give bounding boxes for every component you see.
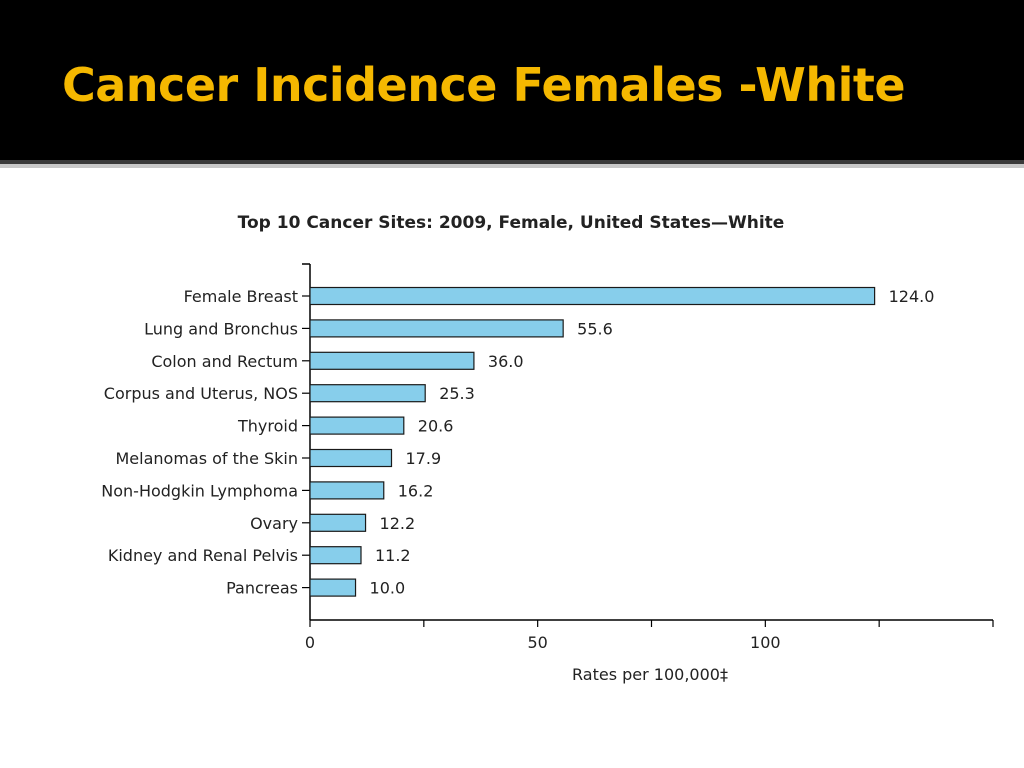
x-tick-label: 100 (750, 633, 781, 652)
bar (309, 513, 367, 532)
bar (309, 481, 385, 500)
value-label: 12.2 (380, 514, 416, 533)
header-divider-shadow (0, 164, 1024, 168)
x-tick-label: 0 (305, 633, 315, 652)
category-label: Colon and Rectum (151, 352, 298, 371)
category-label: Melanomas of the Skin (116, 449, 299, 468)
bar (309, 416, 405, 435)
bar (309, 286, 876, 306)
chart-marks: 0 50 100 Female Breast 124.0 Lung and Bronchu… (101, 263, 994, 652)
category-label: Corpus and Uterus, NOS (104, 384, 298, 403)
value-label: 55.6 (577, 319, 613, 338)
x-tick-label: 50 (527, 633, 547, 652)
x-axis-label: Rates per 100,000‡ (572, 665, 728, 684)
slide-title: Cancer Incidence Females -White (62, 58, 906, 112)
slide-header: Cancer Incidence Females -White (0, 0, 1024, 160)
bar (309, 319, 564, 338)
value-label: 10.0 (370, 579, 406, 598)
category-label: Ovary (250, 514, 298, 533)
category-label: Pancreas (226, 579, 298, 598)
value-label: 17.9 (406, 449, 442, 468)
category-label: Lung and Bronchus (144, 319, 298, 338)
value-label: 25.3 (439, 384, 475, 403)
bar (309, 384, 426, 403)
bar (309, 351, 475, 370)
value-label: 20.6 (418, 417, 454, 436)
header-divider (0, 160, 1024, 164)
value-label: 36.0 (488, 352, 524, 371)
value-label: 124.0 (889, 287, 935, 306)
value-label: 11.2 (375, 546, 411, 565)
category-label: Kidney and Renal Pelvis (108, 546, 298, 565)
value-label: 16.2 (398, 481, 434, 500)
bar (309, 546, 362, 565)
category-label: Non-Hodgkin Lymphoma (101, 481, 298, 500)
bar (309, 578, 357, 597)
category-label: Thyroid (237, 417, 298, 436)
bar (309, 448, 393, 468)
chart-title: Top 10 Cancer Sites: 2009, Female, Unite… (238, 213, 785, 233)
category-label: Female Breast (184, 287, 298, 306)
